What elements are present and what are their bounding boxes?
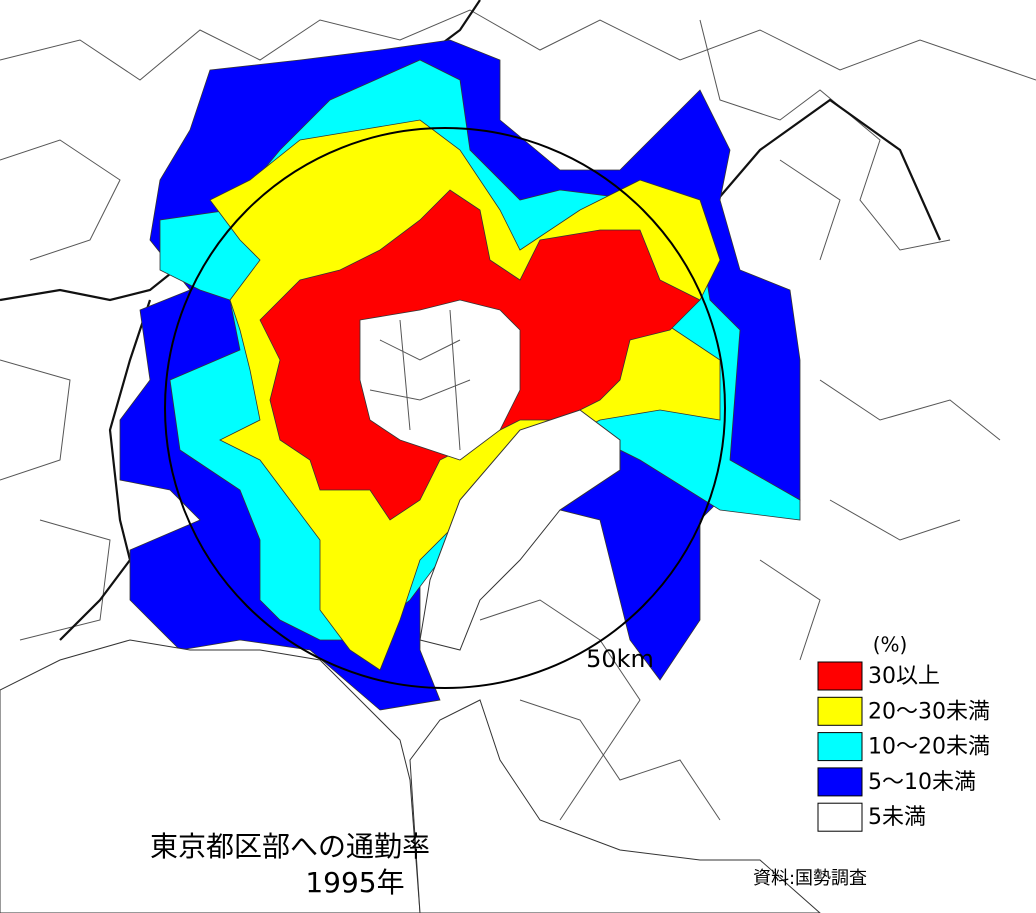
commute-regions	[119, 39, 801, 711]
legend-swatch	[817, 696, 863, 726]
legend-label: 10～20未満	[868, 735, 990, 760]
legend-label: 5～10未満	[868, 770, 976, 795]
legend: (%) 30以上 20～30未満 10～20未満 5～10未満 5未満	[812, 632, 1026, 837]
legend-swatch	[817, 732, 863, 762]
legend-label: 20～30未満	[868, 699, 990, 724]
radius-circle	[164, 127, 726, 689]
legend-swatch	[817, 802, 863, 832]
legend-label: 5未満	[868, 805, 926, 830]
legend-unit: (%)	[873, 633, 908, 657]
legend-swatch	[817, 767, 863, 797]
source-note: 資料:国勢調査	[753, 868, 867, 889]
legend-label: 30以上	[868, 664, 940, 689]
water	[0, 409, 821, 913]
map-year: 1995年	[305, 866, 404, 899]
radius-label: 50km	[586, 645, 654, 673]
ward-area	[359, 299, 521, 461]
map-title: 東京都区部への通勤率	[150, 830, 430, 863]
legend-swatch	[817, 661, 863, 691]
